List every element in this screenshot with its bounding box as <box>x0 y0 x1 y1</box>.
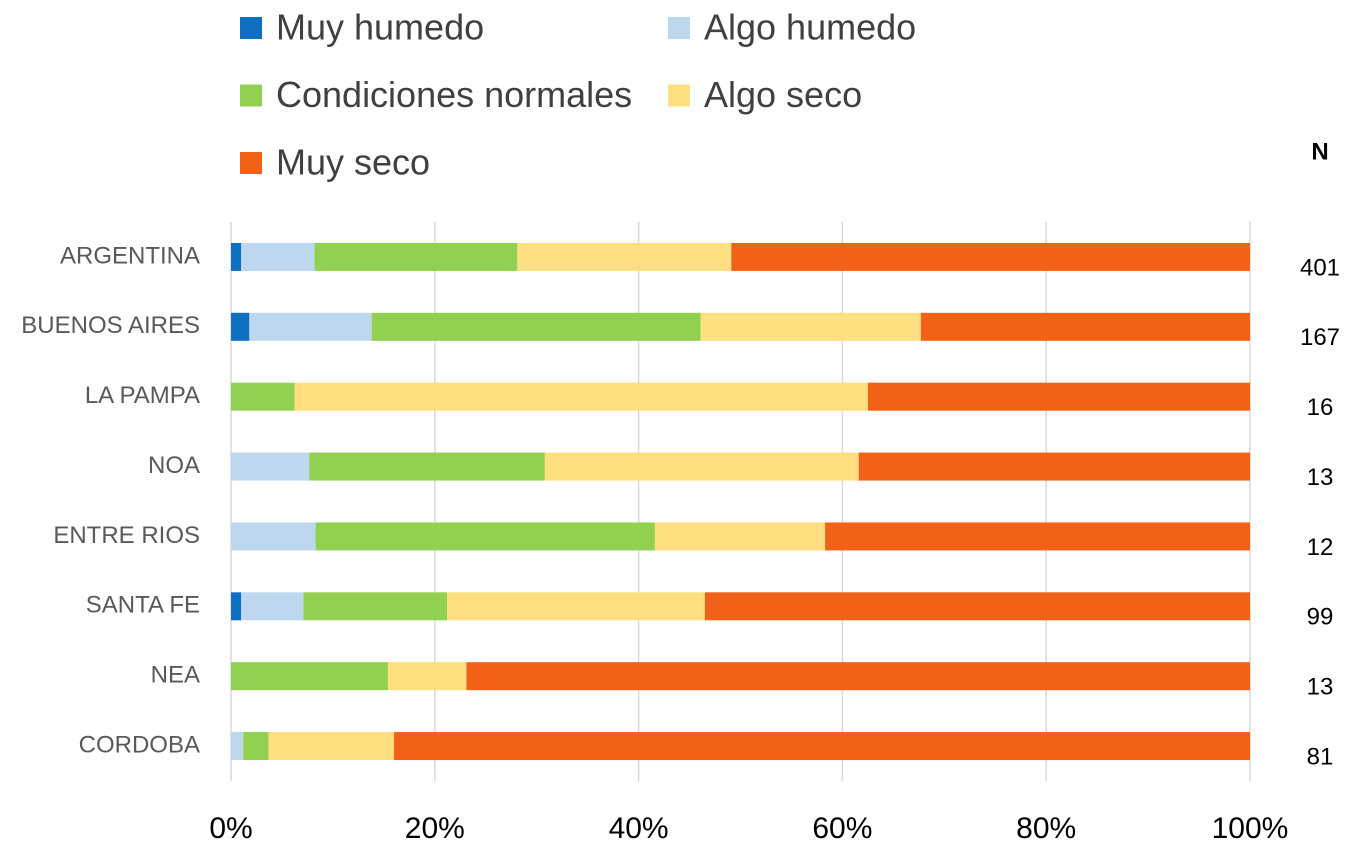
bar-segment <box>231 382 295 411</box>
bar-segment <box>231 522 316 551</box>
bar-segment <box>700 312 921 341</box>
bar-segment <box>315 522 655 551</box>
y-tick-label: NEA <box>151 662 200 689</box>
bar-segment <box>544 452 859 481</box>
n-value: 16 <box>1307 394 1334 421</box>
legend-swatch <box>240 152 262 174</box>
bar-segment <box>867 382 1250 411</box>
bar-segment <box>858 452 1250 481</box>
bar-segment <box>231 592 242 621</box>
y-tick-label: NOA <box>148 452 200 479</box>
legend-label: Algo seco <box>704 74 862 115</box>
x-tick-label: 60% <box>812 812 872 845</box>
bar-segment <box>466 662 1250 691</box>
bar-segment <box>243 732 269 761</box>
y-tick-label: SANTA FE <box>86 592 200 619</box>
n-value: 99 <box>1307 604 1334 631</box>
bar-segment <box>371 312 701 341</box>
bar-segment <box>314 242 518 271</box>
n-header: N <box>1311 138 1328 165</box>
bar-segment <box>268 732 395 761</box>
bar-segment <box>517 242 732 271</box>
legend-label: Condiciones normales <box>276 74 632 115</box>
x-tick-label: 0% <box>209 812 252 845</box>
legend-swatch <box>240 84 262 107</box>
bar-segment <box>704 592 1250 621</box>
x-tick-label: 80% <box>1016 812 1076 845</box>
bar-segment <box>309 452 545 481</box>
legend-label: Muy seco <box>276 142 430 183</box>
n-value: 401 <box>1300 254 1340 281</box>
bar-segment <box>920 312 1250 341</box>
bar-segment <box>731 242 1250 271</box>
bar-segment <box>231 452 310 481</box>
n-value: 13 <box>1307 674 1334 701</box>
bar-segment <box>825 522 1250 551</box>
bar-segment <box>294 382 868 411</box>
n-value: 81 <box>1307 743 1334 770</box>
y-tick-label: LA PAMPA <box>85 382 200 409</box>
bar-segment <box>231 242 242 271</box>
n-value: 13 <box>1307 464 1334 491</box>
y-tick-label: CORDOBA <box>79 731 200 758</box>
bar-segment <box>231 732 244 761</box>
legend-swatch <box>668 84 690 107</box>
bar-segment <box>241 592 304 621</box>
bar-segment <box>241 242 315 271</box>
x-tick-label: 40% <box>609 812 669 845</box>
bar-segment <box>394 732 1250 761</box>
bar-segment <box>387 662 467 691</box>
bar-segment <box>447 592 705 621</box>
bar-segment <box>231 662 388 691</box>
n-value: 12 <box>1307 534 1334 561</box>
bar-segment <box>654 522 826 551</box>
legend-swatch <box>240 17 262 39</box>
legend-swatch <box>668 17 690 39</box>
y-tick-label: BUENOS AIRES <box>21 312 200 339</box>
x-tick-label: 20% <box>405 812 465 845</box>
n-value: 167 <box>1300 324 1340 351</box>
y-tick-label: ENTRE RIOS <box>53 522 200 549</box>
legend-label: Muy humedo <box>276 7 484 48</box>
legend-label: Algo humedo <box>704 7 916 48</box>
bar-segment <box>231 312 250 341</box>
y-tick-label: ARGENTINA <box>60 242 200 269</box>
bar-segment <box>249 312 372 341</box>
x-tick-label: 100% <box>1212 812 1289 845</box>
bar-segment <box>303 592 448 621</box>
